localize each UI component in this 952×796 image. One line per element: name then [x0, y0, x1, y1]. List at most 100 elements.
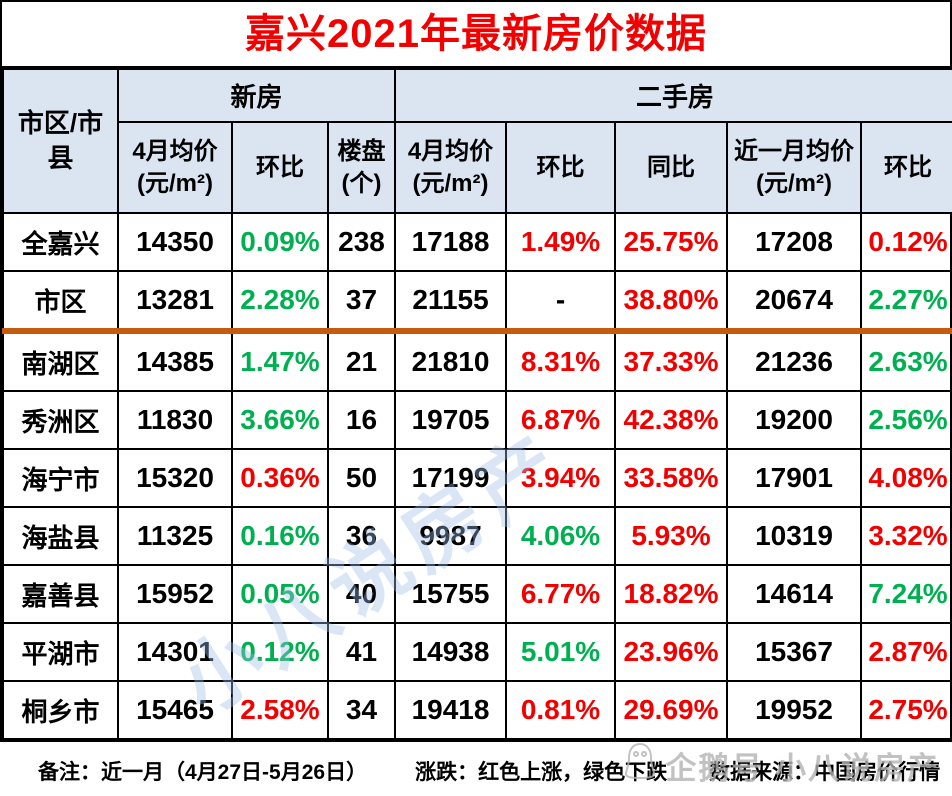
value-cell: 17901 — [726, 448, 863, 508]
value-cell: - — [505, 270, 617, 332]
footer-source: 数据来源：中国房价行情 — [709, 761, 941, 784]
value-cell: 15755 — [394, 564, 508, 624]
col-header-month-mom: 环比 — [860, 121, 952, 214]
value-cell: 6.77% — [505, 564, 617, 624]
value-cell: 14938 — [394, 622, 508, 682]
table-header: 市区/市县 新房 二手房 4月均价(元/m²) 环比 楼盘(个) 4月均价(元/… — [2, 68, 952, 214]
value-cell: 5.93% — [614, 506, 729, 566]
value-cell: 42.38% — [614, 390, 729, 450]
value-cell: 2.75% — [860, 680, 952, 740]
value-cell: 0.05% — [231, 564, 329, 624]
value-cell: 34 — [326, 680, 397, 740]
value-cell: 19418 — [394, 680, 508, 740]
value-cell: 7.24% — [860, 564, 952, 624]
group-header-new: 新房 — [116, 68, 397, 123]
value-cell: 37.33% — [614, 328, 729, 392]
price-table: 市区/市县 新房 二手房 4月均价(元/m²) 环比 楼盘(个) 4月均价(元/… — [2, 68, 952, 740]
value-cell: 2.87% — [860, 622, 952, 682]
region-name-cell: 南湖区 — [2, 328, 119, 392]
value-cell: 37 — [326, 270, 397, 332]
value-cell: 15367 — [726, 622, 863, 682]
region-name-cell: 秀洲区 — [2, 390, 119, 450]
value-cell: 0.16% — [231, 506, 329, 566]
value-cell: 19200 — [726, 390, 863, 450]
value-cell: 0.12% — [231, 622, 329, 682]
value-cell: 21236 — [726, 328, 863, 392]
region-name-cell: 海宁市 — [2, 448, 119, 508]
table-row: 海盐县 11325 0.16% 36 9987 4.06% 5.93% 10319 3.32% — [2, 506, 952, 566]
value-cell: 14301 — [117, 622, 233, 682]
value-cell: 4.06% — [505, 506, 617, 566]
value-cell: 3.32% — [860, 506, 952, 566]
col-header-projects: 楼盘(个) — [326, 121, 397, 214]
value-cell: 2.56% — [860, 390, 952, 450]
value-cell: 18.82% — [614, 564, 729, 624]
value-cell: 13281 — [117, 270, 233, 332]
table-row: 平湖市 14301 0.12% 41 14938 5.01% 23.96% 15367 2.87… — [2, 622, 952, 682]
value-cell: 1.47% — [231, 328, 329, 392]
col-header-new-mom: 环比 — [231, 121, 329, 214]
value-cell: 17208 — [726, 212, 863, 272]
table-row: 嘉善县 15952 0.05% 40 15755 6.77% 18.82% 14614 7.24… — [2, 564, 952, 624]
value-cell: 0.36% — [231, 448, 329, 508]
value-cell: 20674 — [726, 270, 863, 332]
value-cell: 21 — [326, 328, 397, 392]
table-row: 全嘉兴 14350 0.09% 238 17188 1.49% 25.75% 17208 0.1… — [2, 212, 952, 272]
footer-note: 备注：近一月（4月27日-5月26日） — [38, 761, 368, 784]
region-name-cell: 市区 — [2, 270, 119, 332]
value-cell: 41 — [326, 622, 397, 682]
table-row: 市区 13281 2.28% 37 21155-38.80% 20674 2.27% — [2, 270, 952, 332]
value-cell: 17199 — [394, 448, 508, 508]
table-row: 秀洲区 11830 3.66% 16 19705 6.87% 42.38% 19200 2.56… — [2, 390, 952, 450]
value-cell: 0.09% — [231, 212, 329, 272]
col-header-used-price: 4月均价(元/m²) — [394, 121, 508, 214]
value-cell: 9987 — [394, 506, 508, 566]
value-cell: 6.87% — [505, 390, 617, 450]
value-cell: 3.66% — [231, 390, 329, 450]
value-cell: 38.80% — [614, 270, 729, 332]
value-cell: 238 — [326, 212, 397, 272]
corner-header: 市区/市县 — [2, 68, 119, 214]
value-cell: 16 — [326, 390, 397, 450]
col-header-new-price: 4月均价(元/m²) — [117, 121, 233, 214]
value-cell: 19705 — [394, 390, 508, 450]
table-row: 南湖区 14385 1.47% 21 21810 8.31% 37.33% 21236 2.63… — [2, 328, 952, 392]
value-cell: 36 — [326, 506, 397, 566]
group-header-row: 市区/市县 新房 二手房 — [2, 68, 952, 214]
value-cell: 19952 — [726, 680, 863, 740]
value-cell: 29.69% — [614, 680, 729, 740]
value-cell: 15465 — [117, 680, 233, 740]
region-name-cell: 海盐县 — [2, 506, 119, 566]
value-cell: 21155 — [394, 270, 508, 332]
footer-legend: 涨跌：红色上涨，绿色下跌 — [415, 761, 668, 784]
footer: 备注：近一月（4月27日-5月26日） 涨跌：红色上涨，绿色下跌 数据来源：中国… — [0, 742, 952, 796]
page-title: 嘉兴2021年最新房价数据 — [2, 2, 950, 68]
value-cell: 14350 — [117, 212, 233, 272]
region-name-cell: 全嘉兴 — [2, 212, 119, 272]
table-row: 海宁市 15320 0.36% 50 17199 3.94% 33.58% 17901 4.08… — [2, 448, 952, 508]
value-cell: 11325 — [117, 506, 233, 566]
value-cell: 8.31% — [505, 328, 617, 392]
col-header-month-avg: 近一月均价(元/m²) — [726, 121, 863, 214]
value-cell: 10319 — [726, 506, 863, 566]
value-cell: 2.58% — [231, 680, 329, 740]
value-cell: 50 — [326, 448, 397, 508]
value-cell: 0.81% — [505, 680, 617, 740]
value-cell: 2.28% — [231, 270, 329, 332]
value-cell: 14385 — [117, 328, 233, 392]
value-cell: 15952 — [117, 564, 233, 624]
col-header-used-mom: 环比 — [505, 121, 617, 214]
value-cell: 25.75% — [614, 212, 729, 272]
value-cell: 3.94% — [505, 448, 617, 508]
value-cell: 1.49% — [505, 212, 617, 272]
value-cell: 33.58% — [614, 448, 729, 508]
value-cell: 21810 — [394, 328, 508, 392]
table-body: 全嘉兴 14350 0.09% 238 17188 1.49% 25.75% 17208 0.1… — [2, 212, 952, 740]
value-cell: 2.63% — [860, 328, 952, 392]
region-name-cell: 平湖市 — [2, 622, 119, 682]
value-cell: 5.01% — [505, 622, 617, 682]
value-cell: 2.27% — [860, 270, 952, 332]
region-name-cell: 嘉善县 — [2, 564, 119, 624]
value-cell: 4.08% — [860, 448, 952, 508]
